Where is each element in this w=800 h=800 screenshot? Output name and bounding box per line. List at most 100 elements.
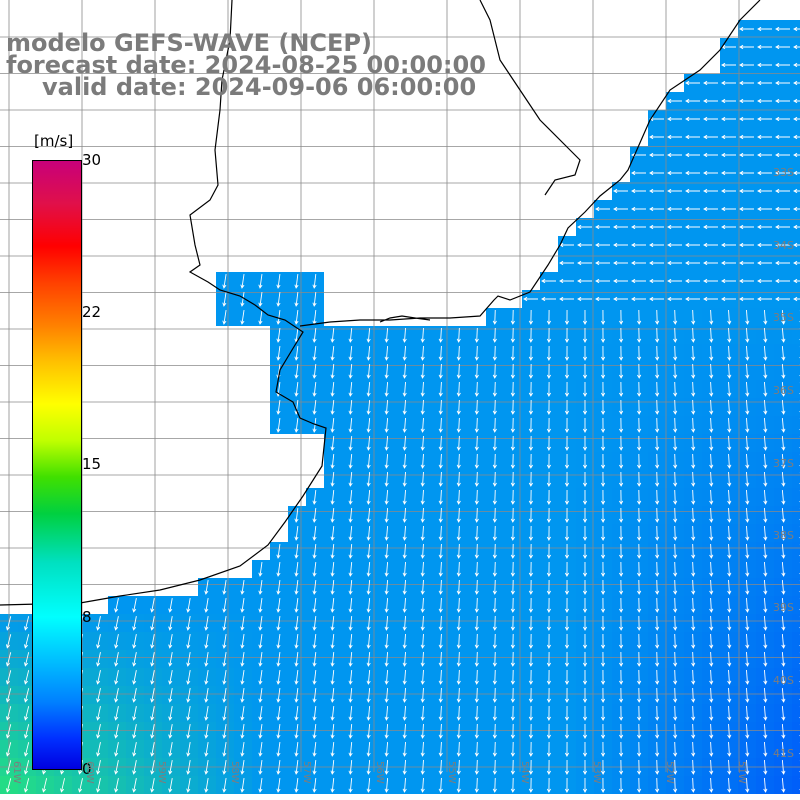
wind-arrow: [631, 242, 646, 248]
wind-arrow: [204, 616, 209, 631]
wind-arrow: [745, 633, 750, 649]
wind-arrow: [739, 152, 754, 158]
wind-arrow: [655, 561, 660, 577]
wind-arrow: [546, 363, 552, 379]
wind-arrow: [546, 615, 552, 631]
wind-arrow: [330, 363, 335, 379]
wind-arrow: [276, 670, 281, 685]
wind-arrow: [294, 651, 299, 667]
wind-arrow: [600, 669, 606, 685]
wind-arrow: [757, 116, 772, 122]
wind-arrow: [619, 687, 624, 703]
wind-arrow: [655, 489, 660, 505]
wind-arrow: [763, 471, 768, 487]
wind-arrow: [366, 741, 371, 757]
wind-arrow: [510, 417, 515, 433]
wind-arrow: [546, 417, 552, 433]
wind-arrow: [673, 651, 678, 667]
wind-arrow: [655, 435, 660, 451]
wind-arrow: [330, 507, 335, 523]
wind-arrow: [613, 206, 628, 212]
wind-arrow: [775, 44, 790, 50]
wind-arrow: [655, 471, 660, 487]
wind-arrow: [637, 579, 642, 595]
wind-arrow: [168, 724, 173, 739]
wind-arrow: [546, 435, 552, 451]
wind-arrow: [222, 760, 227, 775]
lon-label: 52W: [664, 761, 675, 784]
wind-arrow: [655, 687, 660, 703]
wind-arrow: [763, 435, 768, 451]
wind-arrow: [619, 309, 624, 325]
wind-arrow: [438, 561, 443, 577]
wind-arrow: [655, 507, 660, 523]
wind-arrow: [492, 561, 497, 577]
wind-arrow: [492, 615, 497, 631]
wind-arrow: [276, 418, 281, 433]
wind-arrow: [348, 687, 353, 703]
wind-arrow: [564, 435, 570, 451]
wind-arrow: [727, 579, 732, 595]
wind-arrow: [312, 561, 317, 577]
wind-arrow: [727, 525, 732, 541]
wind-arrow: [438, 345, 443, 361]
wind-arrow: [23, 724, 30, 739]
wind-arrow: [402, 633, 407, 649]
wind-arrow: [619, 741, 624, 757]
wind-arrow: [546, 579, 552, 595]
coastline: [0, 0, 761, 606]
wind-arrow: [727, 327, 732, 343]
wind-arrow: [619, 723, 624, 739]
wind-arrow: [564, 741, 570, 757]
wind-arrow: [312, 705, 317, 721]
wind-arrow: [114, 742, 119, 757]
wind-arrow: [348, 561, 353, 577]
wind-arrow: [402, 687, 407, 703]
wind-arrow: [474, 633, 479, 649]
wind-arrow: [667, 134, 682, 140]
wind-arrow: [330, 327, 335, 343]
wind-arrow: [5, 742, 12, 757]
wind-arrow: [510, 435, 515, 451]
wind-arrow: [528, 525, 533, 541]
wind-arrow: [673, 759, 678, 775]
wind-arrow: [564, 327, 570, 343]
wind-arrow: [258, 598, 263, 613]
wind-arrow: [348, 363, 353, 379]
wind-arrow: [366, 597, 371, 613]
wind-arrow: [384, 345, 389, 361]
wind-arrow: [546, 327, 552, 343]
wind-arrow: [685, 188, 700, 194]
wind-arrow: [456, 723, 461, 739]
wind-arrow: [420, 327, 425, 343]
wind-arrow: [312, 291, 317, 307]
wind-arrow: [438, 543, 443, 559]
wind-arrow: [655, 777, 660, 793]
wind-arrow: [667, 224, 682, 230]
wind-arrow: [456, 651, 461, 667]
wind-arrow: [739, 170, 754, 176]
wind-arrow: [312, 579, 317, 595]
wind-arrow: [691, 399, 696, 415]
wind-arrow: [402, 561, 407, 577]
wind-arrow: [667, 188, 682, 194]
wind-arrow: [276, 274, 281, 289]
wind-arrow: [655, 453, 660, 469]
wind-arrow: [655, 417, 660, 433]
wind-arrow: [673, 399, 678, 415]
wind-arrow: [348, 741, 353, 757]
wind-arrow: [763, 381, 768, 397]
forecast-date: forecast date: 2024-08-25 00:00:00: [6, 51, 486, 79]
wind-arrow: [781, 507, 786, 523]
wind-arrow: [312, 669, 317, 685]
wind-arrow: [420, 669, 425, 685]
wind-arrow: [492, 579, 497, 595]
wind-speed-cell: [792, 542, 800, 560]
wind-arrow: [474, 345, 479, 361]
wind-arrow: [528, 669, 533, 685]
wind-arrow: [438, 453, 443, 469]
wind-arrow: [582, 723, 588, 739]
wind-arrow: [366, 633, 371, 649]
wind-arrow: [727, 759, 732, 775]
wind-arrow: [402, 705, 407, 721]
